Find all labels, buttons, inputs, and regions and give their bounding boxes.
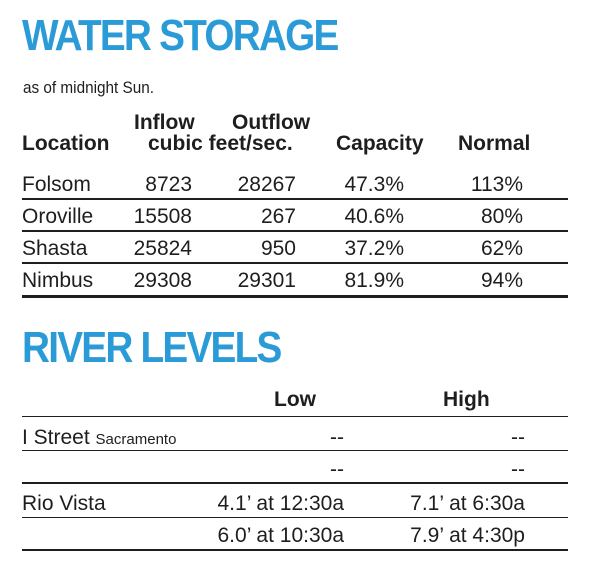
row-low: -- bbox=[330, 458, 344, 481]
header-normal: Normal bbox=[458, 132, 531, 155]
header-location: Location bbox=[22, 132, 110, 155]
row-inflow: 25824 bbox=[133, 237, 192, 260]
row-divider bbox=[22, 450, 568, 451]
water-storage-subtitle: as of midnight Sun. bbox=[23, 78, 154, 97]
row-inflow: 29308 bbox=[133, 269, 192, 292]
row-capacity: 37.2% bbox=[344, 237, 404, 260]
row-sublocation: Sacramento bbox=[95, 431, 177, 448]
row-low: 4.1’ at 12:30a bbox=[217, 492, 345, 515]
row-high: 7.9’ at 4:30p bbox=[410, 524, 525, 547]
row-low: -- bbox=[330, 426, 344, 449]
row-normal: 113% bbox=[470, 173, 523, 196]
row-location: Nimbus bbox=[22, 269, 94, 292]
row-capacity: 47.3% bbox=[344, 173, 404, 196]
row-outflow: 267 bbox=[260, 205, 296, 228]
row-divider bbox=[22, 482, 568, 484]
header-divider bbox=[22, 416, 568, 417]
row-capacity: 40.6% bbox=[344, 205, 404, 228]
row-high: -- bbox=[511, 426, 525, 449]
row-inflow: 8723 bbox=[145, 173, 192, 196]
table-bottom-rule bbox=[22, 549, 568, 551]
row-location: Oroville bbox=[22, 205, 94, 228]
row-outflow: 28267 bbox=[237, 173, 296, 196]
row-divider bbox=[22, 230, 568, 232]
row-divider bbox=[22, 262, 568, 264]
row-normal: 80% bbox=[480, 205, 523, 228]
row-outflow: 950 bbox=[260, 237, 296, 260]
header-inflow: Inflow bbox=[134, 111, 195, 134]
row-location: I Street bbox=[22, 426, 90, 449]
header-capacity: Capacity bbox=[336, 132, 424, 155]
header-units: cubic feet/sec. bbox=[148, 132, 293, 155]
row-divider bbox=[22, 198, 568, 200]
header-high: High bbox=[443, 388, 490, 411]
row-divider bbox=[22, 517, 568, 518]
header-outflow: Outflow bbox=[232, 111, 311, 134]
row-location: Shasta bbox=[22, 237, 88, 260]
row-high: -- bbox=[511, 458, 525, 481]
table-bottom-rule bbox=[22, 295, 568, 298]
row-low: 6.0’ at 10:30a bbox=[217, 524, 345, 547]
row-normal: 94% bbox=[480, 269, 523, 292]
row-outflow: 29301 bbox=[237, 269, 296, 292]
river-levels-title: RIVER LEVELS bbox=[22, 323, 282, 372]
water-storage-title: WATER STORAGE bbox=[22, 11, 339, 60]
row-inflow: 15508 bbox=[133, 205, 192, 228]
row-location: Rio Vista bbox=[22, 492, 106, 515]
row-location: Folsom bbox=[22, 173, 91, 196]
row-high: 7.1’ at 6:30a bbox=[410, 492, 525, 515]
row-normal: 62% bbox=[480, 237, 523, 260]
row-capacity: 81.9% bbox=[344, 269, 404, 292]
header-low: Low bbox=[274, 388, 316, 411]
